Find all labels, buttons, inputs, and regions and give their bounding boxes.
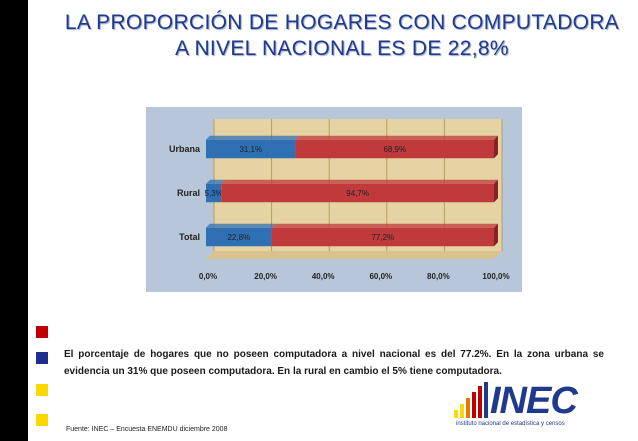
bar-top-face [221,179,498,184]
bar-data-label: 94,7% [346,189,369,198]
bar-data-label: 22,8% [227,233,250,242]
chart-floor [206,251,502,259]
page-title: LA PROPORCIÓN DE HOGARES CON COMPUTADORA… [62,10,622,62]
left-black-strip [0,0,28,441]
x-tick-label: 60,0% [369,272,392,281]
category-label: Total [179,232,200,242]
bar-segment [206,227,272,247]
bar-top-face [206,135,300,140]
bar-top-face [206,223,276,228]
bar-segment [271,227,494,247]
bar-segment [206,183,222,203]
description-text: El porcentaje de hogares que no poseen c… [64,349,604,377]
bar-end-cap [494,179,498,203]
bar-end-cap [494,135,498,159]
red-square-decoration [36,326,48,338]
stacked-bar-chart: 31,1% 68,9% Urbana 5,3% 94,7% Rural 22,8% 77,2%… [146,107,522,292]
bar-top-face [295,135,498,140]
logo-tagline: instituto nacional de estadística y cens… [456,421,565,427]
title-line-1: LA PROPORCIÓN DE HOGARES CON COMPUTADORA [64,11,620,34]
x-tick-label: 20,0% [254,272,277,281]
bars-logo-icon [454,382,488,418]
title-line-2: A NIVEL NACIONAL ES DE 22,8% [175,37,509,60]
category-label: Urbana [169,144,201,154]
bar-data-label: 77,2% [371,233,394,242]
bar-end-cap [494,223,498,247]
chart-svg: 31,1% 68,9% Urbana 5,3% 94,7% Rural 22,8% 77,2%… [169,119,510,281]
x-tick-label: 40,0% [312,272,335,281]
bar-data-label: 5,3% [205,189,223,198]
bar-segment [295,139,494,159]
bar-data-label: 68,9% [383,145,406,154]
yellow-square-decoration [36,384,48,396]
x-tick-label: 80,0% [427,272,450,281]
bar-segment [206,139,296,159]
bar-top-face [271,223,498,228]
inec-logo: INEC instituto nacional de estadística y… [452,380,622,432]
bar-segment [221,183,494,203]
bar-data-label: 31,1% [239,145,262,154]
category-label: Rural [177,188,200,198]
x-tick-label: 0,0% [199,272,217,281]
source-note: Fuente: INEC – Encuesta ENEMDU diciembre… [66,426,228,433]
bar-top-face [206,179,226,184]
yellow-square-decoration [36,414,48,426]
logo-wordmark: INEC [490,380,578,422]
x-tick-label: 100,0% [482,272,509,281]
blue-square-decoration [36,352,48,364]
